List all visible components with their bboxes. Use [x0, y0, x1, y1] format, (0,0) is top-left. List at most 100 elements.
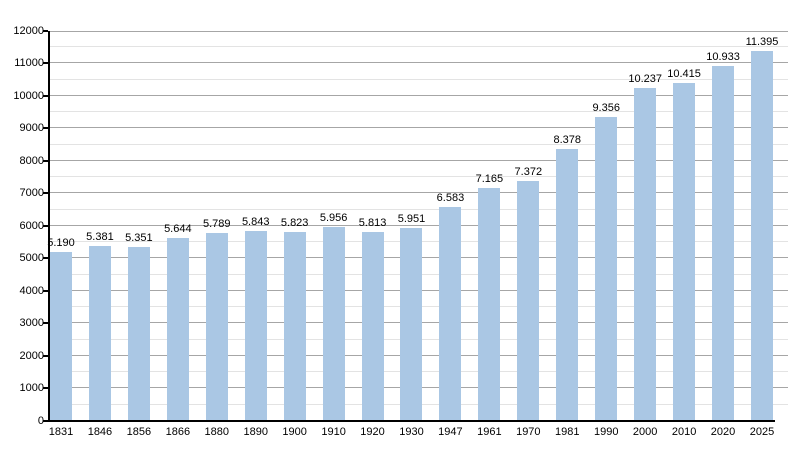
y-tick-mark: [43, 160, 48, 162]
bar-slot: 5.190 1831: [42, 31, 81, 438]
y-tick-mark: [43, 290, 48, 292]
x-tick-label: 2025: [749, 426, 775, 438]
major-gridline: [50, 31, 788, 32]
bar-slot: 10.237 2000: [626, 31, 665, 438]
bar-value-label: 10.415: [667, 68, 701, 80]
bar-slot: 5.951 1930: [392, 31, 431, 438]
bar: [634, 88, 657, 421]
minor-gridline: [50, 46, 788, 47]
y-tick-mark: [43, 387, 48, 389]
plot-area: 5.190 1831 5.381 1846 5.351 1856 5.644 1866 5.78…: [43, 30, 788, 438]
bar: [439, 207, 462, 421]
bar: [166, 238, 189, 421]
bar-value-label: 5.381: [86, 231, 114, 243]
y-tick-label: 0: [37, 415, 44, 427]
x-tick-label: 1961: [477, 426, 502, 438]
bar: [205, 233, 228, 421]
x-tick-label: 2010: [671, 426, 697, 438]
bar-slot: 7.372 1970: [509, 31, 548, 438]
bar-value-label: 5.789: [203, 218, 231, 230]
bar-value-label: 7.165: [475, 173, 504, 185]
major-gridline: [50, 160, 788, 161]
bar: [400, 228, 423, 421]
x-tick-label: 1900: [282, 426, 307, 438]
bar-value-label: 10.237: [628, 73, 662, 85]
y-tick-label: 5000: [19, 252, 44, 264]
bar: [361, 232, 384, 421]
y-tick-mark: [43, 30, 48, 32]
major-gridline: [50, 95, 788, 96]
bar: [556, 149, 579, 421]
bar-value-label: 11.395: [745, 36, 779, 48]
x-tick-label: 1920: [360, 426, 385, 438]
y-tick-mark: [43, 225, 48, 227]
y-tick-label: 3000: [19, 317, 44, 329]
bar-value-label: 5.351: [125, 232, 153, 244]
x-tick-label: 1990: [593, 426, 619, 438]
bar-slot: 5.843 1890: [236, 31, 275, 438]
bar-slot: 5.789 1880: [197, 31, 236, 438]
bar-value-label: 8.378: [553, 134, 582, 146]
bar: [244, 231, 267, 421]
y-axis-line: [48, 31, 50, 422]
bar-slot: 10.415 2010: [665, 31, 704, 438]
bar: [283, 232, 306, 421]
bar-value-label: 5.951: [397, 213, 426, 225]
y-tick-label: 8000: [19, 155, 44, 167]
x-tick-label: 1970: [516, 426, 541, 438]
y-tick-mark: [43, 322, 48, 324]
y-tick-label: 12000: [13, 25, 44, 37]
major-gridline: [50, 225, 788, 226]
y-tick-mark: [43, 420, 48, 422]
y-tick-mark: [43, 62, 48, 64]
x-tick-label: 2020: [710, 426, 736, 438]
x-tick-label: 1880: [204, 426, 230, 438]
bar-slot: 9.356 1990: [587, 31, 626, 438]
bar-value-label: 5.843: [241, 216, 270, 228]
y-tick-mark: [43, 127, 48, 129]
bar-slot: 10.933 2020: [704, 31, 743, 438]
bar-slot: 11.395 2025: [743, 31, 782, 438]
bar: [712, 66, 735, 421]
bar-slot: 5.381 1846: [80, 31, 119, 438]
bar: [127, 247, 150, 421]
bar-slot: 8.378 1981: [548, 31, 587, 438]
y-tick-mark: [43, 257, 48, 259]
x-tick-label: 1866: [165, 426, 191, 438]
bar: [517, 181, 540, 421]
major-gridline: [50, 192, 788, 193]
bar: [478, 188, 501, 421]
y-tick-label: 7000: [19, 187, 44, 199]
x-tick-label: 1930: [399, 426, 424, 438]
y-tick-label: 10000: [13, 90, 44, 102]
y-tick-label: 4000: [19, 285, 44, 297]
x-tick-label: 1947: [438, 426, 463, 438]
bar-slot: 5.813 1920: [353, 31, 392, 438]
bar: [322, 227, 345, 421]
bar-value-label: 10.933: [706, 51, 740, 63]
bar-slot: 5.644 1866: [158, 31, 197, 438]
bar: [595, 117, 618, 421]
bar-slot: 7.165 1961: [470, 31, 509, 438]
minor-gridline: [50, 144, 788, 145]
bar: [750, 51, 773, 421]
y-tick-label: 6000: [19, 220, 44, 232]
bar-value-label: 7.372: [514, 166, 543, 178]
y-tick-mark: [43, 95, 48, 97]
y-tick-label: 2000: [19, 350, 44, 362]
bar-value-label: 5.813: [358, 217, 387, 229]
y-tick-label: 9000: [19, 122, 44, 134]
bar: [673, 83, 696, 421]
y-tick-label: 1000: [19, 382, 44, 394]
y-tick-label: 11000: [14, 57, 44, 69]
minor-gridline: [50, 111, 788, 112]
bar-value-label: 5.823: [280, 217, 309, 229]
minor-gridline: [50, 209, 788, 210]
bar-slot: 6.583 1947: [431, 31, 470, 438]
x-tick-label: 1831: [48, 426, 74, 438]
minor-gridline: [50, 79, 788, 80]
bar-value-label: 9.356: [592, 102, 620, 114]
bar-slot: 5.956 1910: [314, 31, 353, 438]
x-tick-label: 1856: [126, 426, 152, 438]
x-axis-line: [48, 420, 775, 422]
